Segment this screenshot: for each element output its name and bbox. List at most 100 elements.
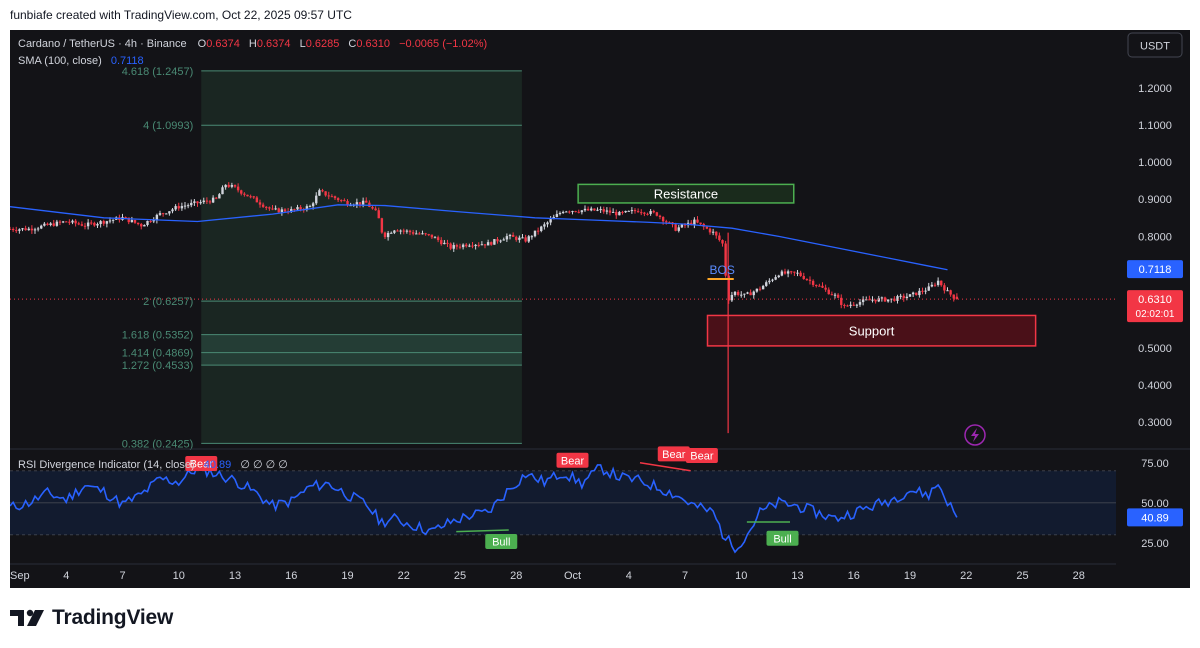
candle-body bbox=[746, 292, 749, 294]
candle-body bbox=[393, 230, 396, 233]
candle-body bbox=[299, 207, 302, 210]
price-axis-tick: 0.8000 bbox=[1138, 231, 1172, 243]
candle-body bbox=[196, 201, 199, 204]
candle-body bbox=[677, 227, 680, 231]
candle-body bbox=[215, 197, 218, 199]
candle-body bbox=[693, 219, 696, 225]
candle-body bbox=[843, 304, 846, 306]
candle-body bbox=[21, 228, 24, 230]
candle-body bbox=[755, 288, 759, 292]
candle-body bbox=[380, 218, 384, 233]
candle-body bbox=[877, 298, 880, 302]
candle-body bbox=[924, 290, 927, 292]
candle-body bbox=[243, 193, 246, 195]
candle-body bbox=[193, 201, 196, 203]
lightning-icon-bolt[interactable] bbox=[971, 428, 979, 442]
last-price-badge-text: 0.6310 bbox=[1138, 294, 1172, 306]
lightning-icon-ring[interactable] bbox=[964, 424, 986, 446]
candle-body bbox=[718, 235, 721, 241]
candle-body bbox=[436, 237, 440, 241]
candle-body bbox=[861, 299, 865, 303]
candle-body bbox=[27, 228, 30, 231]
candle-body bbox=[343, 200, 346, 202]
bull-signal-badge bbox=[766, 530, 799, 546]
candle-body bbox=[577, 211, 580, 213]
candle-body bbox=[236, 186, 240, 191]
candle-body bbox=[768, 280, 771, 283]
candle-body bbox=[902, 295, 905, 299]
lightning-icon[interactable] bbox=[964, 424, 986, 446]
sma-line[interactable] bbox=[9, 204, 948, 271]
candle-body bbox=[921, 290, 924, 292]
candle-body bbox=[868, 299, 871, 301]
candle-body bbox=[805, 278, 809, 280]
candle-body bbox=[549, 219, 552, 223]
resistance-zone[interactable] bbox=[577, 183, 795, 204]
legend-sma-label: SMA (100, close) bbox=[18, 55, 102, 67]
currency-button-frame[interactable] bbox=[1127, 32, 1183, 58]
currency-button[interactable]: USDT bbox=[1127, 32, 1183, 58]
candle-body bbox=[124, 217, 127, 219]
candle-body bbox=[865, 299, 868, 301]
rsi-axis-tick: 50.00 bbox=[1141, 498, 1169, 510]
candle-body bbox=[68, 221, 71, 223]
candle-body bbox=[324, 191, 327, 196]
time-axis-tick: 16 bbox=[285, 570, 297, 582]
rsi-legend-title: RSI Divergence Indicator (14, close) bbox=[18, 459, 195, 471]
candle-body bbox=[643, 212, 646, 214]
zones[interactable] bbox=[577, 183, 1037, 347]
candle-body bbox=[705, 226, 709, 229]
chart-frame[interactable]: 4.618 (1.2457) 4 (1.0993) 2 (0.6257) 1.618 … bbox=[8, 30, 1190, 588]
candle-body bbox=[824, 287, 827, 290]
candle-body bbox=[602, 209, 605, 212]
candle-body bbox=[743, 293, 746, 295]
candle-body bbox=[374, 208, 377, 211]
candle-body bbox=[846, 305, 849, 307]
candle-body bbox=[683, 224, 687, 226]
bear-signal-badge bbox=[657, 446, 690, 462]
candle-body bbox=[680, 224, 684, 228]
candle-body bbox=[155, 214, 159, 220]
candle-body bbox=[421, 233, 424, 235]
candle-body bbox=[596, 209, 599, 211]
candle-body bbox=[849, 304, 852, 306]
candle-body bbox=[908, 294, 912, 297]
fib-level-label: 4.618 (1.2457) bbox=[122, 66, 194, 78]
chart-canvas[interactable]: 4.618 (1.2457) 4 (1.0993) 2 (0.6257) 1.618 … bbox=[8, 30, 1190, 588]
candle-body bbox=[765, 282, 768, 286]
candle-body bbox=[340, 200, 343, 202]
candle-body bbox=[108, 220, 112, 222]
chart-credit: funbiafe created with TradingView.com, O… bbox=[10, 8, 352, 22]
bear-divergence-line bbox=[639, 462, 691, 472]
rsi-line[interactable] bbox=[9, 463, 958, 554]
candle-body bbox=[483, 244, 487, 246]
candle-body bbox=[15, 230, 18, 232]
tradingview-logo[interactable]: TradingView bbox=[10, 606, 173, 630]
rsi-axis[interactable]: 75.00 50.00 25.00 bbox=[1141, 458, 1169, 550]
sma-price-badge-text: 0.7118 bbox=[1139, 264, 1172, 276]
candle-body bbox=[836, 294, 840, 298]
fib-region bbox=[201, 70, 522, 444]
candle-body bbox=[852, 304, 855, 306]
candle-body bbox=[433, 237, 437, 239]
candle-body bbox=[252, 196, 255, 198]
fibonacci-extension[interactable]: 4.618 (1.2457) 4 (1.0993) 2 (0.6257) 1.618 … bbox=[122, 66, 522, 450]
candle-body bbox=[261, 204, 265, 207]
candle-body bbox=[161, 213, 165, 215]
candle-body bbox=[461, 244, 465, 248]
candle-body bbox=[105, 221, 109, 224]
candle-body bbox=[311, 203, 315, 207]
legend-high-label: H bbox=[249, 38, 257, 50]
candle-body bbox=[580, 210, 584, 213]
candle-body bbox=[318, 190, 321, 196]
support-zone[interactable] bbox=[706, 314, 1037, 347]
candle-body bbox=[377, 210, 380, 219]
price-axis-tick: 1.2000 bbox=[1138, 83, 1172, 95]
candle-body bbox=[405, 230, 409, 232]
rsi-axis-tick: 75.00 bbox=[1141, 458, 1169, 470]
time-axis[interactable]: Sep 4 7 10 13 16 19 22 25 28 Oct 4 7 10 13 16 19 22 25 28 bbox=[10, 570, 1085, 582]
candle-body bbox=[33, 229, 37, 231]
time-axis-tick: 7 bbox=[682, 570, 688, 582]
currency-button-label[interactable]: USDT bbox=[1140, 41, 1170, 53]
price-axis[interactable]: 1.2000 1.1000 1.0000 0.9000 0.8000 0.5000 0.40… bbox=[1138, 83, 1172, 429]
